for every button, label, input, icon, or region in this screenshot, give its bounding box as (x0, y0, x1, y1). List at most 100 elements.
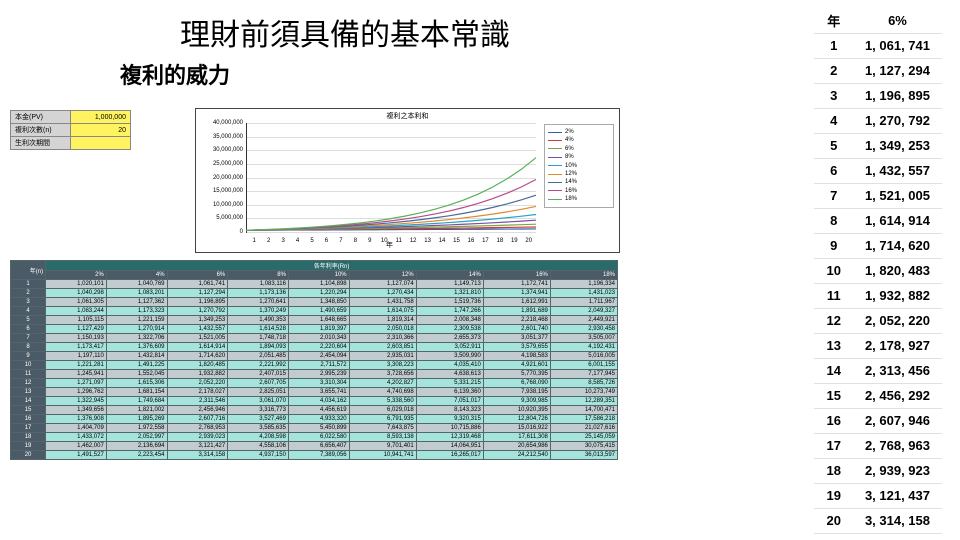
wide-year-cell: 16 (11, 415, 46, 424)
wide-value-cell: 2,050,018 (349, 325, 416, 334)
chart-xtick: 5 (310, 238, 313, 244)
wide-value-cell: 7,177,945 (550, 370, 617, 379)
legend-label: 16% (565, 187, 577, 195)
legend-row: 16% (548, 187, 610, 195)
wide-value-cell: 6,656,407 (288, 442, 349, 451)
legend-swatch-icon (548, 182, 562, 183)
wide-value-cell: 1,271,097 (46, 379, 107, 388)
wide-value-cell: 1,891,689 (483, 307, 550, 316)
wide-value-cell: 2,454,094 (288, 352, 349, 361)
params-table: 本金(PV) 1,000,000 複利次數(n) 20 生利次期間 (10, 110, 131, 150)
wide-year-cell: 20 (11, 451, 46, 460)
table-row: 151,349,6561,821,0022,456,9463,316,7734,… (11, 406, 618, 415)
narrow-value-cell: 3, 121, 437 (853, 483, 942, 508)
table-row: 131,296,7621,681,1542,178,0272,825,0513,… (11, 388, 618, 397)
wide-value-cell: 3,314,158 (167, 451, 228, 460)
n-value: 20 (71, 124, 131, 137)
narrow-value-cell: 2, 178, 927 (853, 333, 942, 358)
wide-value-cell: 1,061,305 (46, 298, 107, 307)
table-row: 41,083,2441,173,3231,270,7921,370,2491,4… (11, 307, 618, 316)
wide-value-cell: 3,052,911 (416, 343, 483, 352)
wide-value-cell: 9,320,315 (416, 415, 483, 424)
chart-series (246, 123, 536, 233)
wide-value-cell: 1,376,908 (46, 415, 107, 424)
wide-value-cell: 3,051,377 (483, 334, 550, 343)
chart-ytick: 35,000,000 (197, 134, 243, 140)
legend-row: 4% (548, 136, 610, 144)
wide-value-cell: 17,586,218 (550, 415, 617, 424)
wide-value-cell: 1,173,136 (228, 289, 289, 298)
wide-value-cell: 5,338,560 (349, 397, 416, 406)
chart-xtick: 2 (267, 238, 270, 244)
wide-value-cell: 1,083,116 (228, 280, 289, 289)
wide-rate-header: 10% (288, 271, 349, 280)
narrow-year-cell: 14 (814, 358, 852, 383)
wide-value-cell: 1,040,769 (106, 280, 167, 289)
legend-swatch-icon (548, 190, 562, 191)
chart-ytick: 15,000,000 (197, 188, 243, 194)
wide-value-cell: 1,490,659 (288, 307, 349, 316)
wide-value-cell: 1,083,244 (46, 307, 107, 316)
wide-value-cell: 2,407,015 (228, 370, 289, 379)
legend-swatch-icon (548, 174, 562, 175)
wide-year-cell: 17 (11, 424, 46, 433)
wide-value-cell: 1,349,253 (167, 316, 228, 325)
narrow-value-cell: 1, 196, 895 (853, 83, 942, 108)
wide-year-cell: 14 (11, 397, 46, 406)
wide-value-cell: 2,309,538 (416, 325, 483, 334)
wide-value-cell: 1,245,941 (46, 370, 107, 379)
wide-year-cell: 5 (11, 316, 46, 325)
wide-value-cell: 1,490,353 (228, 316, 289, 325)
narrow-value-cell: 3, 314, 158 (853, 508, 942, 533)
table-row: 203, 314, 158 (814, 508, 942, 533)
wide-value-cell: 1,348,850 (288, 298, 349, 307)
narrow-year-cell: 6 (814, 158, 852, 183)
wide-value-cell: 21,027,616 (550, 424, 617, 433)
narrow-value-cell: 2, 607, 946 (853, 408, 942, 433)
wide-value-cell: 3,061,070 (228, 397, 289, 406)
wide-value-cell: 1,127,294 (167, 289, 228, 298)
wide-value-cell: 3,308,223 (349, 361, 416, 370)
compound-chart: 複利之本利和 05,000,00010,000,00015,000,00020,… (195, 108, 620, 253)
table-row: 51,105,1151,221,1591,349,2531,490,3531,6… (11, 316, 618, 325)
wide-year-cell: 19 (11, 442, 46, 451)
wide-rate-header: 6% (167, 271, 228, 280)
wide-rate-row: 2%4%6%8%10%12%14%16%18% (11, 271, 618, 280)
table-row: 162, 607, 946 (814, 408, 942, 433)
wide-value-cell: 2,010,343 (288, 334, 349, 343)
legend-label: 8% (565, 153, 574, 161)
table-row: 31, 196, 895 (814, 83, 942, 108)
wide-value-cell: 3,121,427 (167, 442, 228, 451)
wide-value-cell: 4,933,320 (288, 415, 349, 424)
narrow-value-cell: 1, 521, 005 (853, 183, 942, 208)
wide-value-cell: 3,310,304 (288, 379, 349, 388)
legend-row: 8% (548, 153, 610, 161)
wide-year-cell: 18 (11, 433, 46, 442)
wide-value-cell: 12,289,351 (550, 397, 617, 406)
wide-year-cell: 7 (11, 334, 46, 343)
wide-value-cell: 4,558,106 (228, 442, 289, 451)
wide-value-cell: 5,016,005 (550, 352, 617, 361)
narrow-value-cell: 1, 714, 620 (853, 233, 942, 258)
table-row: 182, 939, 923 (814, 458, 942, 483)
wide-value-cell: 2,768,953 (167, 424, 228, 433)
wide-rate-header: 4% (106, 271, 167, 280)
table-row: 111, 932, 882 (814, 283, 942, 308)
wide-value-cell: 3,509,990 (416, 352, 483, 361)
narrow-value-cell: 2, 456, 292 (853, 383, 942, 408)
wide-value-cell: 6,139,360 (416, 388, 483, 397)
slide-subtitle: 複利的威力 (120, 58, 230, 90)
wide-value-cell: 2,939,023 (167, 433, 228, 442)
chart-xtick: 12 (410, 238, 417, 244)
wide-value-cell: 2,603,851 (349, 343, 416, 352)
wide-value-cell: 8,143,323 (416, 406, 483, 415)
wide-value-cell: 1,749,684 (106, 397, 167, 406)
wide-value-cell: 6,022,580 (288, 433, 349, 442)
wide-value-cell: 1,615,306 (106, 379, 167, 388)
wide-value-cell: 1,972,558 (106, 424, 167, 433)
chart-xtick: 1 (253, 238, 256, 244)
wide-value-cell: 1,614,075 (349, 307, 416, 316)
table-row: 172, 768, 963 (814, 433, 942, 458)
wide-value-cell: 6,768,090 (483, 379, 550, 388)
table-row: 71, 521, 005 (814, 183, 942, 208)
